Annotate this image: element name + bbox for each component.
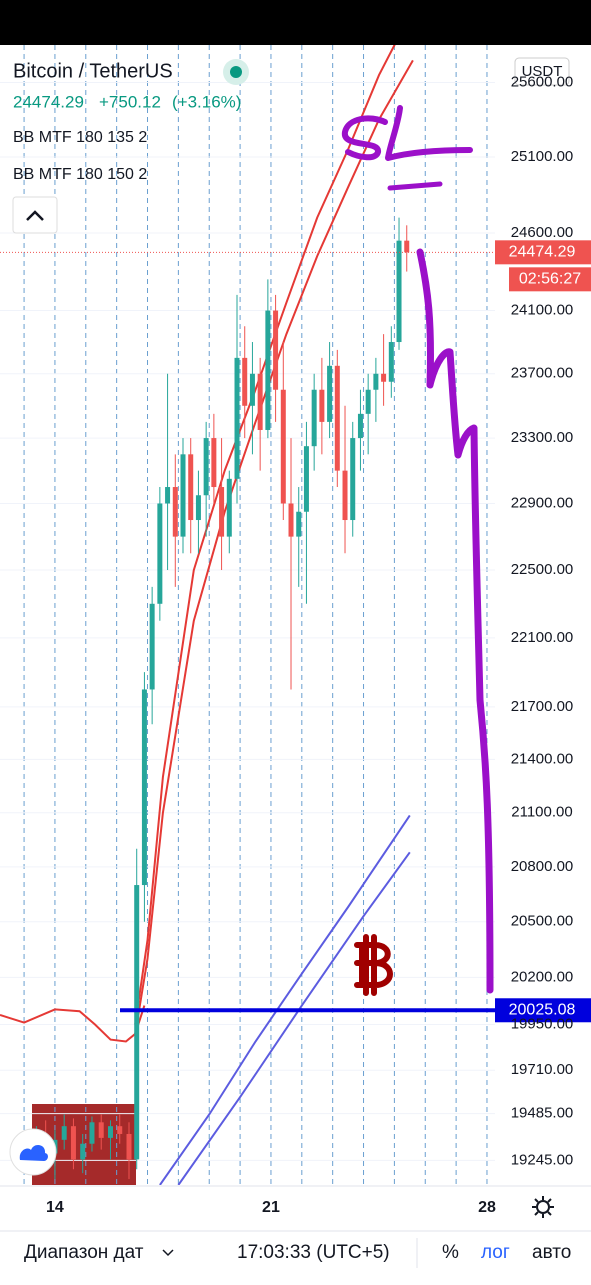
candle-body: [195, 495, 201, 521]
indicator-line: [159, 814, 411, 1185]
candle-body: [342, 470, 348, 521]
candle-body: [388, 342, 394, 382]
candle-body: [117, 1126, 123, 1134]
y-tick-label: 20500.00: [511, 913, 574, 930]
candle-body: [61, 1126, 67, 1140]
candle-body: [242, 357, 248, 406]
currency-button[interactable]: [514, 57, 570, 86]
y-tick-label: 23700.00: [511, 365, 574, 382]
currency: USDT: [522, 63, 563, 80]
indicator-line: [134, 45, 396, 1025]
price-label-bg: [495, 998, 591, 1023]
candle-body: [350, 438, 356, 521]
y-tick-label: 21700.00: [511, 698, 574, 715]
y-tick-label: 21400.00: [511, 750, 574, 767]
status-dot: [230, 66, 242, 78]
price-label: 24474.29: [509, 244, 576, 261]
chevron-icon: [26, 210, 44, 221]
candle-body: [211, 438, 217, 488]
candle-body: [70, 1126, 76, 1160]
y-tick-label: 25600.00: [511, 73, 574, 90]
y-tick-label: 21100.00: [511, 804, 572, 821]
y-tick-label: 24600.00: [511, 224, 574, 241]
dropdown-icon: [162, 1249, 174, 1257]
x-tick-label: 21: [262, 1199, 280, 1216]
symbol: Bitcoin / TetherUS: [13, 60, 173, 82]
change: +750.12: [99, 92, 161, 111]
y-tick-label: 25100.00: [511, 148, 574, 165]
last-price: 24474.29: [13, 92, 84, 111]
countdown: 02:56:27: [519, 271, 581, 288]
candle-body: [141, 689, 147, 886]
indicator: BB MTF 180 135 2: [13, 129, 147, 146]
y-tick-label: 20800.00: [511, 858, 574, 875]
candle-body: [165, 487, 171, 504]
candle-body: [126, 1133, 132, 1160]
percent-toggle[interactable]: %: [442, 1242, 459, 1263]
candle-body: [257, 373, 263, 430]
candle-body: [265, 310, 271, 430]
indicator-line: [134, 59, 414, 1035]
candle-body: [219, 487, 225, 537]
candle-body: [319, 389, 325, 422]
candle-body: [234, 357, 240, 479]
date-range[interactable]: Диапазон дат: [24, 1242, 144, 1263]
indicator-line: [177, 851, 411, 1185]
indicator-line: [0, 1005, 146, 1043]
candle-body: [107, 1126, 113, 1138]
y-tick-label: 22900.00: [511, 494, 574, 511]
candle-body: [134, 885, 140, 1160]
candle-body: [357, 413, 363, 439]
candle-body: [273, 310, 279, 390]
candle-body: [249, 373, 255, 406]
y-tick-label: 22500.00: [511, 561, 574, 578]
candle-body: [296, 511, 302, 537]
cloud-icon: [19, 1144, 48, 1161]
y-tick-label: 20200.00: [511, 968, 574, 985]
candle-body: [288, 503, 294, 537]
candle-body: [311, 389, 317, 447]
y-tick-label: 19710.00: [511, 1061, 574, 1078]
candle-body: [334, 365, 340, 471]
change-percent: (+3.16%): [172, 92, 241, 111]
time: 17:03:33 (UTC+5): [237, 1242, 390, 1263]
x-tick-label: 14: [46, 1199, 64, 1216]
candle-body: [396, 240, 402, 343]
indicator: BB MTF 180 150 2: [13, 166, 147, 183]
candle-body: [98, 1122, 104, 1138]
candle-body: [303, 446, 309, 512]
x-tick-label: 28: [478, 1199, 496, 1216]
candle-body: [226, 478, 232, 537]
y-tick-label: 19485.00: [511, 1105, 574, 1122]
candle-body: [172, 487, 178, 537]
log-toggle[interactable]: лог: [481, 1242, 510, 1263]
candle-body: [381, 373, 387, 382]
drawings: [342, 105, 494, 996]
candle-body: [188, 454, 194, 521]
y-tick-label: 19950.00: [511, 1015, 574, 1032]
candle-body: [365, 389, 371, 414]
y-tick-label: 19245.00: [511, 1151, 574, 1168]
status-bar: [0, 0, 591, 45]
candle-body: [89, 1122, 95, 1144]
candle-body: [149, 603, 155, 690]
candle-body: [327, 365, 333, 422]
auto-toggle[interactable]: авто: [532, 1242, 571, 1263]
y-tick-label: 23300.00: [511, 429, 574, 446]
collapse-button[interactable]: [12, 196, 58, 234]
candle-body: [157, 503, 163, 604]
y-tick-label: 24100.00: [511, 302, 574, 319]
candle-body: [280, 389, 286, 504]
candle-body: [80, 1143, 86, 1160]
price-label: 20025.08: [509, 1001, 576, 1018]
candle-body: [404, 240, 410, 253]
price-label-bg: [495, 240, 591, 265]
countdown-bg: [509, 267, 591, 292]
candle-body: [373, 373, 379, 390]
candle-body: [180, 454, 186, 537]
y-tick-label: 22100.00: [511, 629, 574, 646]
candle-body: [203, 438, 209, 496]
settings-icon[interactable]: [532, 1196, 554, 1218]
